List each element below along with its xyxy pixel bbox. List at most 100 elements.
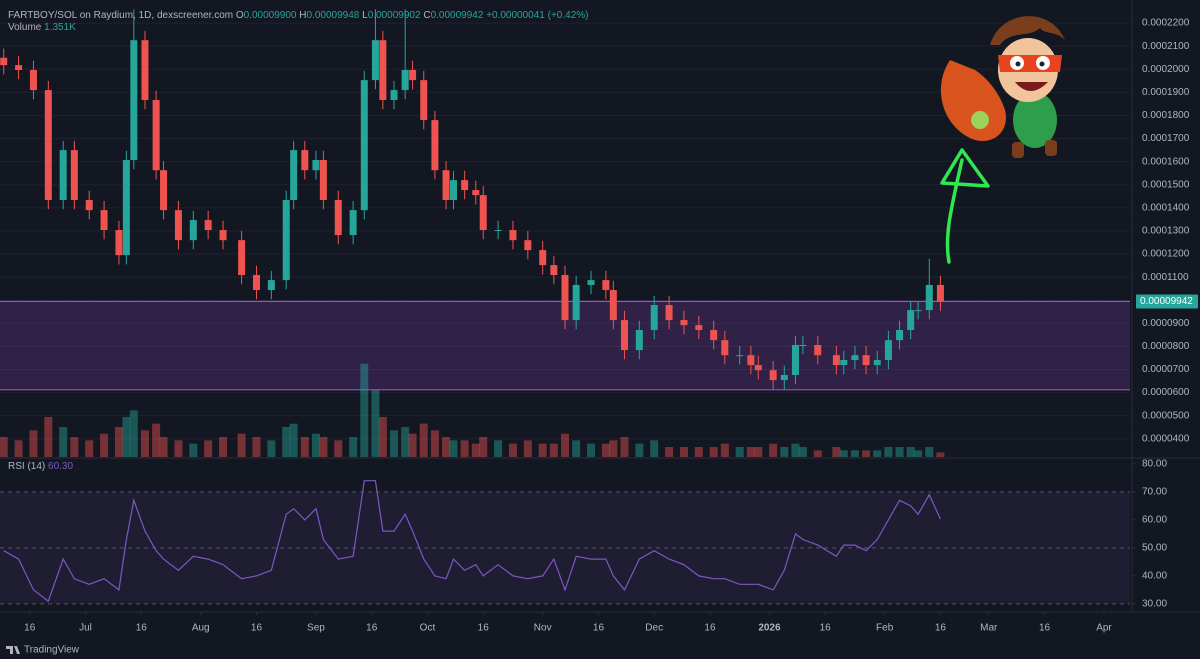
volume-bar [508,443,517,457]
candle-body [152,99,160,171]
candle-body [650,305,658,330]
ohlc-value: 0.00009948 [307,10,360,21]
candle-body [840,360,848,366]
y-tick-label: 0.0001800 [1142,110,1190,121]
candle-body [360,80,368,211]
cape [940,60,1006,141]
boot [1012,142,1024,158]
candle-body [814,345,822,356]
y-tick-label: 0.0000700 [1142,364,1190,375]
volume-bar [122,417,131,457]
x-tick-label: Jul [79,623,92,634]
candle-body [884,340,892,361]
last-price-label: 0.00009942 [1140,296,1193,307]
volume-bar [85,440,94,457]
volume-bar [895,447,904,457]
x-tick-label: 16 [251,623,263,634]
volume-bar [494,440,503,457]
volume-bar [925,447,934,457]
y-tick-label: 0.0000600 [1142,387,1190,398]
volume-bar [609,440,618,457]
candle-body [609,290,617,321]
candle-body [319,160,327,200]
volume-bar [839,450,848,457]
y-tick-label: 70.00 [1142,487,1167,498]
volume-bar [936,452,945,457]
volume-bar [219,437,228,457]
candle-body [721,340,729,356]
volume-bar [300,437,309,457]
volume-bar [665,447,674,457]
volume-bar [442,437,451,457]
y-tick-label: 60.00 [1142,515,1167,526]
ohlc-key: H [299,10,306,21]
volume-bar [378,417,387,457]
candle-body [70,150,78,200]
candle-body [461,180,469,191]
x-tick-label: 16 [24,623,36,634]
arrow-shaft [945,158,964,264]
volume-bar [561,433,569,457]
hair [990,16,1065,45]
candle-body [873,360,881,366]
last-price-box [1136,294,1198,309]
x-tick-label: Aug [192,623,210,634]
y-tick-label: 0.0000500 [1142,410,1190,421]
volume-bar [289,423,298,457]
candle-body [936,284,944,302]
candle-body [914,310,922,312]
x-tick-label: 16 [478,623,490,634]
candle-body [252,275,260,291]
candle-body [747,355,755,366]
volume-bar [140,430,149,457]
x-tick-label: Feb [876,623,894,634]
candle-body [160,170,168,211]
candle-body [635,329,643,351]
boot [1045,140,1057,156]
volume-bar [349,437,358,457]
candle-body [59,150,67,200]
volume-bar [311,433,320,457]
volume-bar [780,447,789,457]
volume-bar [862,450,871,457]
x-tick-label: 16 [1039,623,1051,634]
x-tick-label: Dec [645,623,663,634]
ohlc-value: 0.00009942 [431,10,484,21]
volume-bar [401,427,410,457]
y-tick-label: 80.00 [1142,459,1167,470]
y-tick-label: 50.00 [1142,543,1167,554]
y-tick-label: 0.0001100 [1142,272,1189,283]
candle-body [312,160,320,171]
candle-body [189,220,197,241]
volume-bar [572,440,581,457]
y-tick-label: 0.0001300 [1142,226,1190,237]
ohlc-key: O [236,10,244,21]
volume-bar [679,447,688,457]
pupil [1039,61,1045,67]
x-tick-label: Sep [307,623,325,634]
y-tick-label: 0.0002100 [1142,41,1190,52]
volume-bar [100,433,109,457]
candle-body [479,195,487,231]
volume-bar [635,443,644,457]
candle-body [29,69,37,91]
x-tick-label: 16 [136,623,148,634]
candle-body [907,310,915,330]
y-tick-label: 0.0001700 [1142,133,1190,144]
y-tick-label: 30.00 [1142,599,1167,610]
arrow-head [940,148,990,188]
y-tick-label: 0.0001500 [1142,179,1190,190]
candle-body [100,210,108,231]
x-tick-label: 16 [704,623,716,634]
y-tick-label: 0.0001600 [1142,156,1190,167]
volume-bar [720,443,729,457]
rsi-line [3,480,941,603]
candle-body [282,199,290,281]
candle-body [371,40,379,81]
volume-bar [252,437,261,457]
candle-body [420,80,428,121]
rsi-header: RSI (14) 60.30 [8,461,73,472]
candle-body [141,40,149,100]
volume-bar [650,440,659,457]
